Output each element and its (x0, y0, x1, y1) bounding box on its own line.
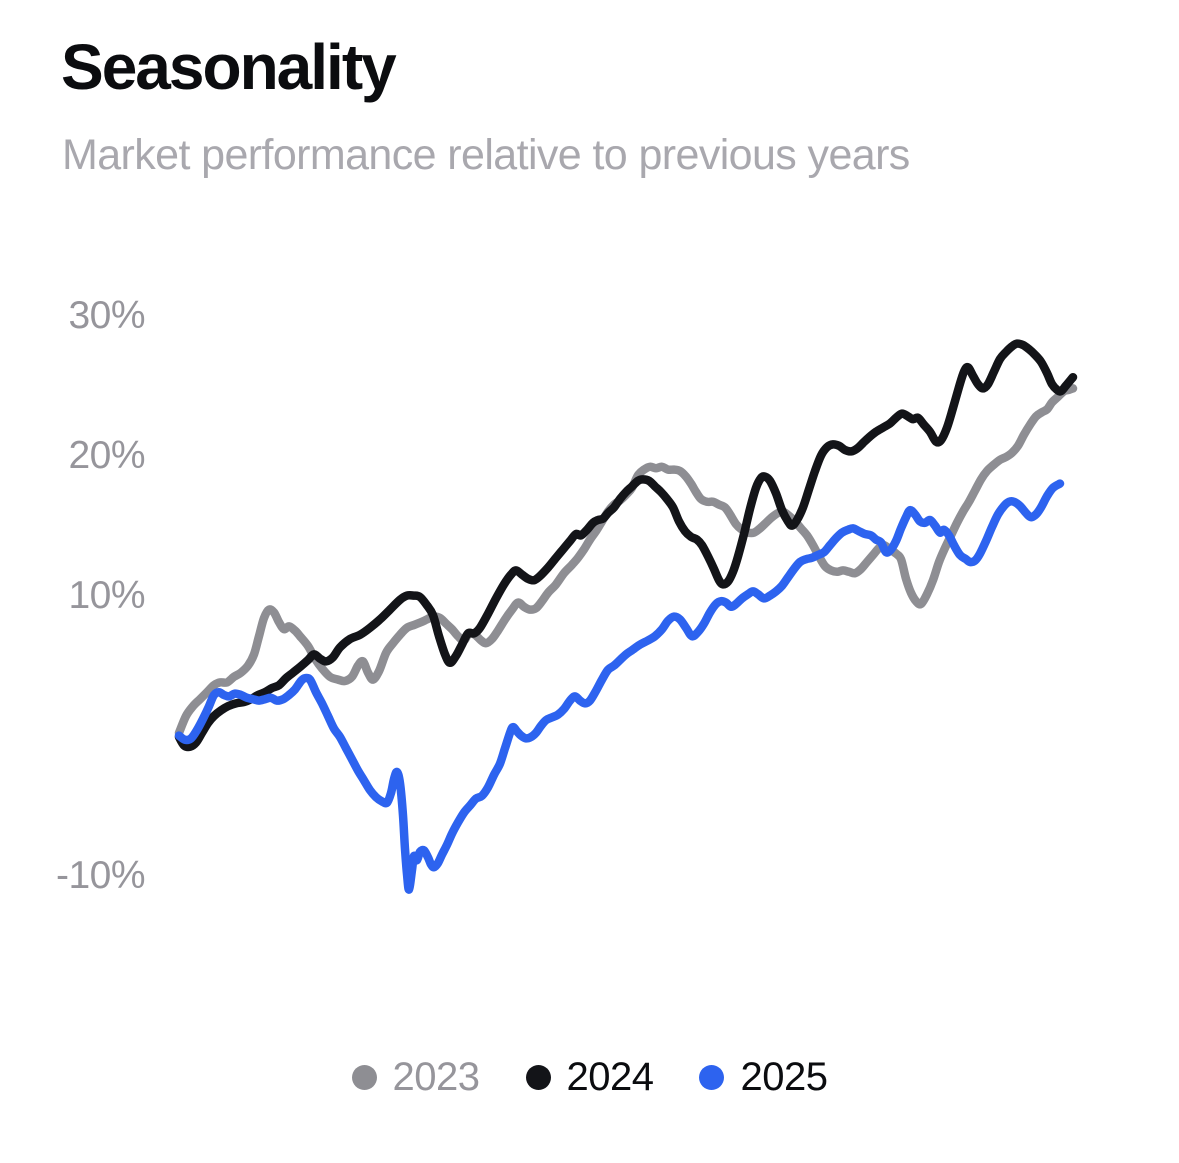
legend-label-2025: 2025 (740, 1055, 828, 1099)
series-line-2025 (174, 479, 1065, 894)
chart-legend: 2023 2024 2025 (0, 1052, 1179, 1102)
page-title: Seasonality (61, 31, 397, 103)
legend-label-2024: 2024 (566, 1055, 654, 1099)
chart-subtitle: Market performance relative to previous … (62, 131, 910, 179)
legend-item-2024[interactable]: 2024 (525, 1055, 654, 1099)
legend-label-2023: 2023 (392, 1055, 480, 1099)
legend-dot-2024-icon (525, 1064, 551, 1090)
legend-item-2023[interactable]: 2023 (351, 1055, 480, 1099)
series-line-2024 (174, 339, 1078, 752)
series-line-2023 (174, 384, 1078, 738)
legend-dot-2023-icon (351, 1064, 377, 1090)
legend-item-2025[interactable]: 2025 (699, 1055, 828, 1099)
legend-dot-2025-icon (699, 1064, 725, 1090)
